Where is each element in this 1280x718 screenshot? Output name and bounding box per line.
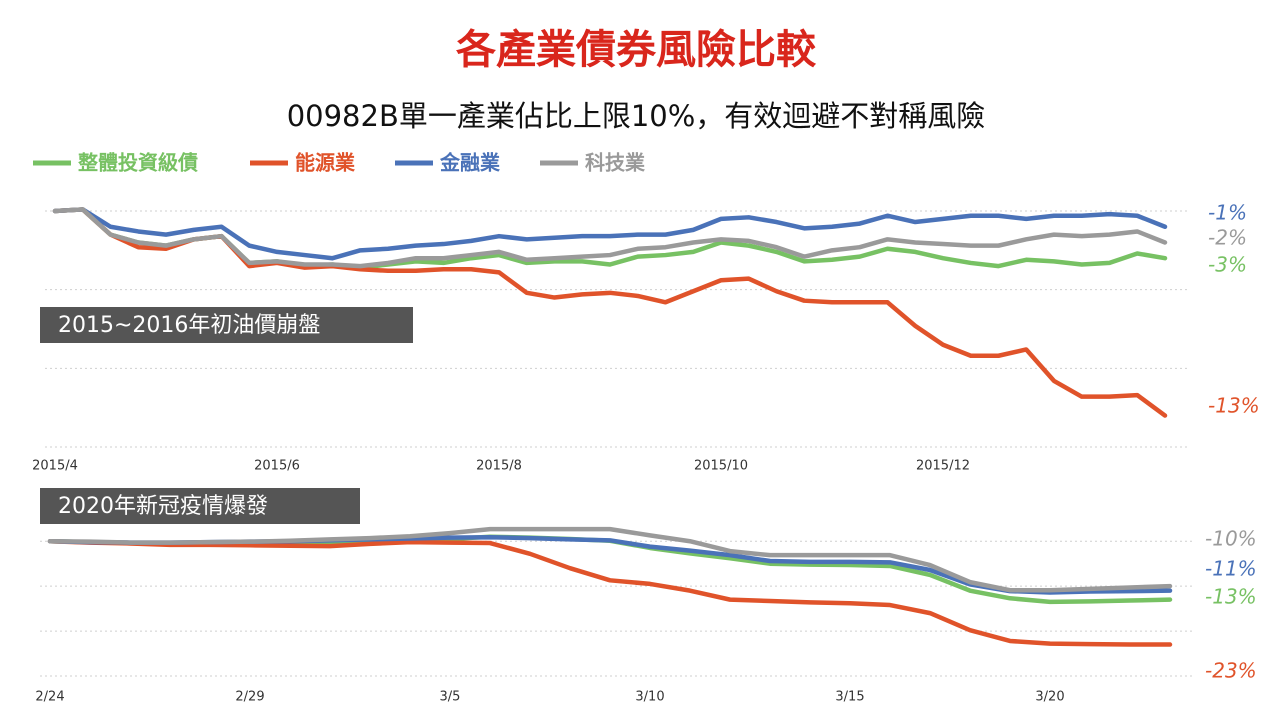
end-value-label: -2%	[1208, 226, 1247, 250]
end-value-label: -13%	[1208, 394, 1260, 418]
end-value-label: -10%	[1205, 527, 1257, 551]
x-tick-label: 2015/8	[476, 459, 522, 474]
label-box	[40, 307, 413, 343]
x-tick-label: 2015/10	[694, 459, 748, 474]
x-tick-label: 3/10	[635, 690, 664, 705]
series-line	[52, 207, 1168, 269]
title: 各產業債券風險比較	[456, 27, 817, 73]
x-tick-label: 2015/12	[916, 459, 970, 474]
x-tick-label: 3/15	[835, 690, 864, 705]
label-box	[40, 488, 360, 524]
subtitle: 00982B單一產業佔比上限10%，有效迴避不對稱風險	[287, 99, 986, 133]
x-tick-label: 3/5	[440, 690, 461, 705]
x-tick-label: 2015/4	[32, 459, 78, 474]
end-value-label: -3%	[1208, 253, 1247, 277]
legend-label: 整體投資級債	[77, 151, 198, 175]
x-tick-label: 2/24	[35, 690, 64, 705]
x-tick-label: 2015/6	[254, 459, 300, 474]
chart-label: 2020年新冠疫情爆發	[58, 494, 268, 519]
series-line	[52, 207, 1168, 261]
series-line	[47, 538, 1173, 647]
legend-label: 能源業	[295, 151, 356, 175]
legend-label: 金融業	[439, 151, 501, 175]
chart-label: 2015~2016年初油價崩盤	[58, 313, 320, 338]
end-value-label: -13%	[1205, 585, 1257, 609]
x-tick-label: 3/20	[1035, 690, 1064, 705]
end-value-label: -1%	[1208, 201, 1247, 225]
end-value-label: -23%	[1205, 659, 1257, 683]
end-value-label: -11%	[1205, 557, 1257, 581]
legend-label: 科技業	[585, 151, 646, 175]
x-tick-label: 2/29	[235, 690, 264, 705]
series-line	[47, 526, 1173, 593]
